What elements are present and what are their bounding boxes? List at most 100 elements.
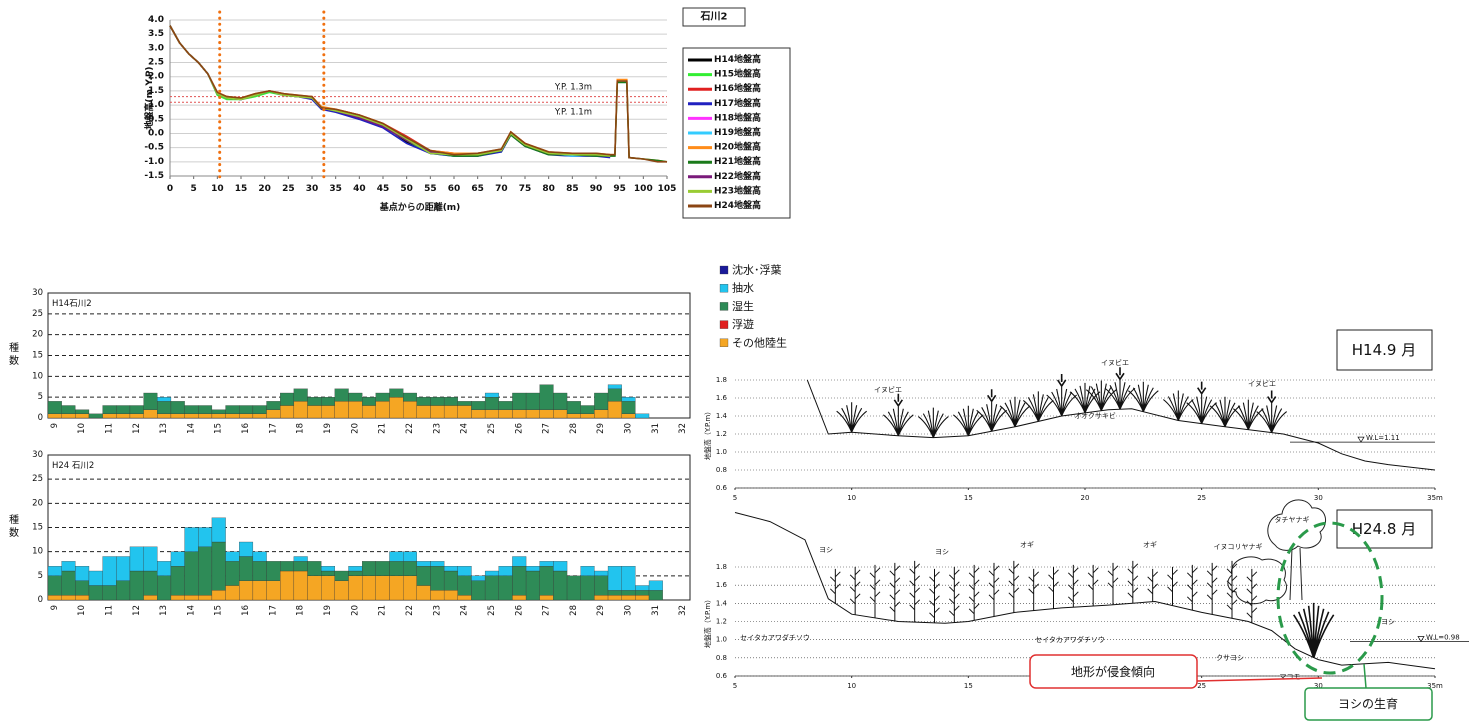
bar-segment	[116, 406, 130, 414]
x-tick-label: 26	[514, 423, 524, 434]
bar-segment	[267, 410, 281, 418]
bar-segment	[512, 566, 526, 595]
bar-segment	[553, 393, 567, 410]
bar-segment	[540, 566, 554, 595]
plant	[1227, 561, 1237, 619]
bar-segment	[526, 393, 540, 410]
bar-segment	[130, 406, 144, 414]
bar-segment	[89, 414, 103, 418]
bar-segment	[89, 586, 103, 601]
bar-segment	[635, 590, 649, 595]
x-tick-label: 19	[323, 423, 333, 434]
x-tick-label: 10	[77, 423, 87, 434]
bar-segment	[376, 561, 390, 576]
x-tick-label: 25	[487, 605, 497, 616]
plant	[1029, 569, 1039, 611]
x-tick-label: 18	[296, 423, 306, 434]
series-line	[170, 26, 667, 162]
x-tick-label: 15	[964, 494, 973, 502]
y-tick-label: 1.4	[716, 599, 728, 607]
bar-segment	[280, 571, 294, 600]
x-tick-label: 29	[596, 605, 606, 616]
plant-head	[1058, 374, 1066, 386]
annotation: ヨシ	[1381, 618, 1395, 626]
legend-label: H23地盤高	[714, 184, 761, 196]
x-tick-label: 32	[678, 605, 688, 616]
x-tick-label: 65	[471, 184, 484, 194]
plant	[883, 406, 913, 436]
y-tick-label: 0.0	[148, 128, 164, 138]
x-tick-label: 55	[424, 184, 437, 194]
bar-segment	[198, 406, 212, 414]
bar-segment	[198, 414, 212, 418]
bar-segment	[212, 542, 226, 590]
bar-segment	[553, 571, 567, 600]
x-tick-label: 10	[847, 494, 856, 502]
bar-segment	[308, 397, 322, 405]
plant	[1047, 386, 1077, 416]
bar-segment	[321, 566, 335, 571]
legend-label: H20地盤高	[714, 141, 761, 153]
y-tick-label: 5	[38, 571, 43, 581]
x-tick-label: 80	[542, 184, 555, 194]
bar-segment	[389, 576, 403, 600]
plant	[1068, 565, 1078, 607]
x-tick-label: 32	[678, 423, 688, 434]
y-tick-label: 0.8	[716, 466, 727, 474]
series-line	[170, 26, 667, 162]
bar-segment	[294, 401, 308, 418]
x-tick-label: 31	[651, 423, 661, 434]
annotation: イヌビエ	[874, 385, 902, 394]
bar-segment	[376, 393, 390, 401]
bar-segment	[335, 571, 349, 581]
annotation: マコモ	[1280, 673, 1301, 681]
legend-label: H17地盤高	[714, 97, 761, 109]
bar-segment	[48, 595, 62, 600]
x-tick-label: 28	[569, 423, 579, 434]
chart-title: H14石川2	[52, 299, 92, 309]
series-line	[170, 26, 667, 162]
bar-segment	[349, 393, 363, 401]
bar-segment	[157, 397, 171, 401]
plant	[949, 567, 959, 623]
bar-segment	[444, 571, 458, 590]
x-tick-label: 25	[1197, 682, 1206, 690]
y-tick-label: 10	[32, 371, 43, 381]
annotation: ヨシ	[819, 546, 833, 554]
x-tick-label: 14	[186, 605, 196, 616]
y-tick-label: 15	[32, 523, 43, 533]
x-tick-label: 28	[569, 605, 579, 616]
bar-segment	[89, 571, 103, 586]
bar-segment	[444, 590, 458, 600]
bar-segment	[471, 576, 485, 581]
bar-segment	[417, 561, 431, 566]
bar-segment	[321, 576, 335, 600]
bar-segment	[622, 414, 636, 418]
x-tick-label: 20	[1081, 494, 1090, 502]
plant-head	[1268, 391, 1276, 403]
x-tick-label: 10	[77, 605, 87, 616]
y-tick-label: 1.2	[716, 618, 727, 626]
bar-segment	[403, 401, 417, 418]
legend-label: その他陸生	[732, 335, 787, 349]
bar-segment	[75, 414, 89, 418]
bar-segment	[471, 410, 485, 418]
y-tick-label: 30	[32, 450, 43, 460]
x-tick-label: 85	[566, 184, 579, 194]
y-tick-label: -1.0	[144, 157, 164, 167]
bar-segment	[185, 528, 199, 552]
x-tick-label: 25	[282, 184, 295, 194]
bar-segment	[389, 552, 403, 562]
bar-segment	[75, 595, 89, 600]
bar-segment	[75, 566, 89, 581]
bar-segment	[130, 571, 144, 600]
x-tick-label: 19	[323, 605, 333, 616]
y-tick-label: 2.5	[148, 58, 164, 68]
x-tick-label: 9	[50, 605, 60, 610]
bar-segment	[103, 586, 117, 601]
bar-segment	[239, 581, 253, 600]
plant	[910, 561, 920, 622]
water-level-label: W.L=1.11	[1366, 434, 1400, 442]
bar-segment	[471, 581, 485, 600]
x-tick-label: 21	[378, 423, 388, 434]
